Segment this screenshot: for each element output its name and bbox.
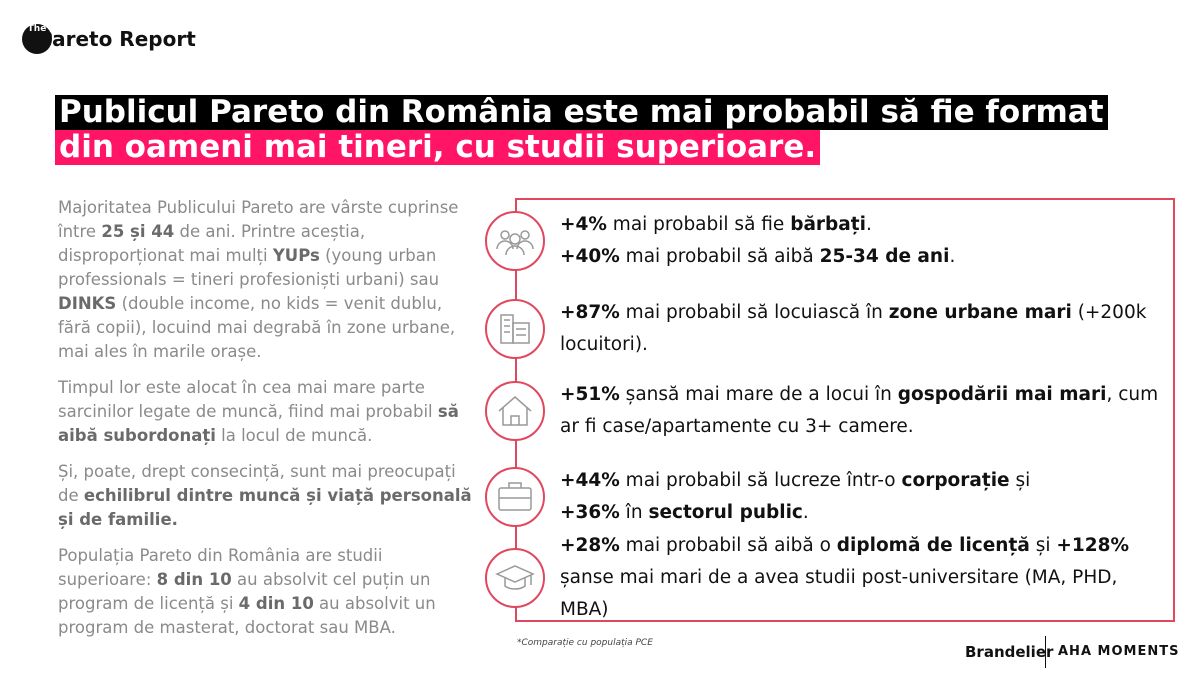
bold-text: gospodării mai mari xyxy=(897,384,1107,405)
bold-text: +128% xyxy=(1056,535,1130,556)
text: de ani. Printre aceștia, disproporționat… xyxy=(58,222,366,265)
title-line: din oameni mai tineri, cu studii superio… xyxy=(55,130,821,165)
bold-text: +51% xyxy=(560,384,620,405)
bold-text: 4 din 10 xyxy=(238,594,314,613)
title-line: Publicul Pareto din România este mai pro… xyxy=(55,95,1108,130)
icon-circle xyxy=(485,299,545,359)
paragraph: Și, poate, drept consecință, sunt mai pr… xyxy=(58,460,478,532)
bold-text: +40% xyxy=(560,246,620,267)
text: șanse mai mari de a avea studii post-uni… xyxy=(560,567,1118,620)
text: (double income, no kids = venit dublu, f… xyxy=(58,294,456,361)
paragraph: Populația Pareto din România are studii … xyxy=(58,544,478,640)
stat-line: +36% în sectorul public. xyxy=(560,497,1160,529)
icon-circle xyxy=(485,548,545,608)
text: mai probabil să aibă o xyxy=(619,535,837,556)
stat-item: +87% mai probabil să locuiască în zone u… xyxy=(560,297,1160,361)
bold-text: 8 din 10 xyxy=(156,570,232,589)
text: . xyxy=(865,214,872,235)
logo-text: Pareto Report xyxy=(38,27,196,51)
text: Majoritatea Publicului Pareto are vârste… xyxy=(58,198,459,241)
text: mai probabil să locuiască în xyxy=(619,302,889,323)
stat-line: +44% mai probabil să lucreze într-o corp… xyxy=(560,465,1160,497)
brand-logo: AHA MOMENTS xyxy=(1058,644,1180,659)
text: Populația Pareto din România are studii … xyxy=(58,546,383,589)
text: . xyxy=(802,502,809,523)
text: și xyxy=(1009,470,1031,491)
text: au absolvit un program de masterat, doct… xyxy=(58,594,436,637)
text: la locul de muncă. xyxy=(215,426,373,445)
bold-text: zone urbane mari xyxy=(888,302,1072,323)
bold-text: DINKS xyxy=(58,294,117,313)
logo: The Pareto Report xyxy=(22,24,196,54)
separator xyxy=(1045,636,1046,668)
bold-text: echilibrul dintre muncă și viață persona… xyxy=(58,486,472,529)
bold-text: 25 și 44 xyxy=(101,222,175,241)
left-text: Majoritatea Publicului Pareto are vârste… xyxy=(58,196,478,652)
bold-text: +44% xyxy=(560,470,620,491)
bold-text: +28% xyxy=(560,535,620,556)
text: mai probabil să aibă xyxy=(619,246,820,267)
bold-text: să aibă subordonați xyxy=(58,402,459,445)
icon-circle xyxy=(485,381,545,441)
text: mai probabil să lucreze într-o xyxy=(619,470,902,491)
bold-text: sectorul public xyxy=(648,502,803,523)
bold-text: bărbați xyxy=(790,214,866,235)
stat-line: +51% șansă mai mare de a locui în gospod… xyxy=(560,379,1160,443)
stat-line: +28% mai probabil să aibă o diplomă de l… xyxy=(560,530,1160,626)
stat-item: +44% mai probabil să lucreze într-o corp… xyxy=(560,465,1160,529)
bold-text: 25-34 de ani xyxy=(819,246,950,267)
text: în xyxy=(619,502,649,523)
bold-text: +87% xyxy=(560,302,620,323)
text: Și, poate, drept consecință, sunt mai pr… xyxy=(58,462,456,505)
icons xyxy=(495,230,535,590)
logo-small: The xyxy=(22,24,52,54)
bold-text: YUPs xyxy=(272,246,320,265)
stat-item: +51% șansă mai mare de a locui în gospod… xyxy=(560,379,1160,443)
stat-line: +4% mai probabil să fie bărbați. xyxy=(560,209,1160,241)
stat-line: +40% mai probabil să aibă 25-34 de ani. xyxy=(560,241,1160,273)
text: Timpul lor este alocat în cea mai mare p… xyxy=(58,378,438,421)
icon-circle xyxy=(485,467,545,527)
text: (+200k locuitori). xyxy=(560,302,1147,355)
brand-logo: Brandelier xyxy=(965,643,1054,661)
text: șansă mai mare de a locui în xyxy=(619,384,898,405)
stat-item: +4% mai probabil să fie bărbați. +40% mai… xyxy=(560,209,1160,273)
paragraph: Timpul lor este alocat în cea mai mare p… xyxy=(58,376,478,448)
bold-text: corporație xyxy=(901,470,1010,491)
text: (young urban professionals = tineri prof… xyxy=(58,246,440,289)
text: și xyxy=(1029,535,1057,556)
text: . xyxy=(949,246,956,267)
paragraph: Majoritatea Publicului Pareto are vârste… xyxy=(58,196,478,364)
stat-item: +28% mai probabil să aibă o diplomă de l… xyxy=(560,530,1160,626)
icon-circle xyxy=(485,211,545,271)
bold-text: +4% xyxy=(560,214,607,235)
footnote: *Comparație cu populația PCE xyxy=(517,638,653,648)
text: , cum ar fi case/apartamente cu 3+ camer… xyxy=(560,384,1159,437)
text: au absolvit cel puțin un program de lice… xyxy=(58,570,431,613)
stat-line: +87% mai probabil să locuiască în zone u… xyxy=(560,297,1160,361)
bold-text: diplomă de licență xyxy=(836,535,1030,556)
bold-text: +36% xyxy=(560,502,620,523)
text: mai probabil să fie xyxy=(606,214,791,235)
